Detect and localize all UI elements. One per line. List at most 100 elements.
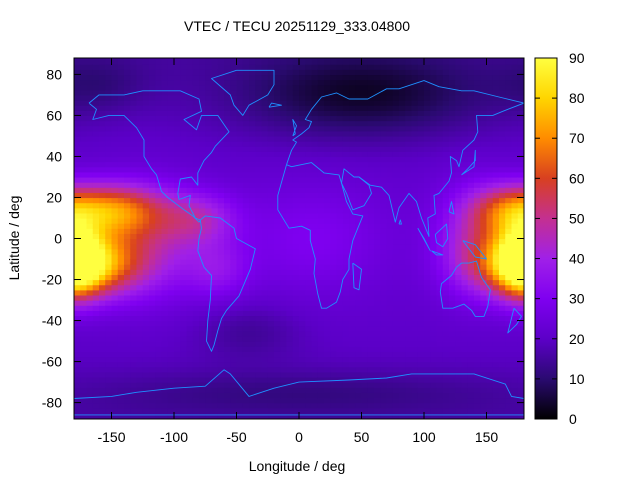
- heatmap-cell: [286, 259, 294, 265]
- heatmap-cell: [255, 243, 263, 250]
- heatmap-cell: [342, 156, 350, 163]
- heatmap-cell: [92, 141, 100, 147]
- heatmap-cell: [142, 407, 150, 414]
- heatmap-cell: [424, 407, 431, 414]
- heatmap-cell: [86, 151, 94, 158]
- heatmap-cell: [411, 382, 419, 388]
- heatmap-cell: [149, 335, 156, 342]
- heatmap-cell: [330, 69, 338, 76]
- heatmap-cell: [261, 89, 269, 96]
- heatmap-cell: [286, 289, 294, 296]
- heatmap-cell: [180, 115, 188, 122]
- heatmap-cell: [92, 228, 100, 234]
- heatmap-cell: [274, 233, 281, 240]
- heatmap-cell: [424, 135, 431, 142]
- heatmap-cell: [442, 223, 450, 229]
- heatmap-cell: [155, 192, 163, 199]
- heatmap-cell: [192, 110, 200, 117]
- heatmap-cell: [430, 376, 438, 383]
- heatmap-cell: [124, 264, 131, 270]
- heatmap-cell: [411, 182, 419, 188]
- heatmap-cell: [430, 371, 438, 378]
- heatmap-cell: [211, 407, 219, 414]
- heatmap-cell: [74, 207, 81, 214]
- heatmap-cell: [174, 366, 181, 373]
- heatmap-cell: [486, 100, 494, 106]
- heatmap-cell: [92, 243, 100, 250]
- heatmap-cell: [392, 264, 400, 270]
- heatmap-cell: [449, 171, 456, 178]
- heatmap-cell: [261, 407, 269, 414]
- heatmap-cell: [111, 197, 119, 204]
- heatmap-cell: [80, 64, 88, 70]
- heatmap-cell: [80, 243, 88, 250]
- heatmap-cell: [436, 110, 444, 117]
- heatmap-cell: [124, 74, 131, 81]
- heatmap-cell: [299, 382, 306, 388]
- heatmap-cell: [124, 325, 131, 332]
- heatmap-cell: [99, 392, 106, 399]
- heatmap-cell: [474, 305, 481, 311]
- heatmap-cell: [299, 217, 306, 224]
- heatmap-cell: [480, 59, 488, 65]
- heatmap-cell: [355, 100, 363, 106]
- heatmap-cell: [436, 397, 444, 404]
- heatmap-cell: [255, 146, 263, 152]
- heatmap-cell: [474, 387, 481, 393]
- heatmap-cell: [174, 284, 181, 291]
- heatmap-cell: [217, 325, 225, 332]
- heatmap-cell: [86, 325, 94, 332]
- heatmap-cell: [86, 284, 94, 291]
- heatmap-cell: [161, 269, 169, 275]
- heatmap-cell: [105, 151, 113, 158]
- heatmap-cell: [186, 156, 194, 163]
- heatmap-cell: [499, 325, 506, 332]
- heatmap-cell: [417, 382, 425, 388]
- heatmap-cell: [480, 289, 488, 296]
- heatmap-cell: [292, 212, 300, 219]
- heatmap-cell: [180, 135, 188, 142]
- heatmap-cell: [399, 341, 406, 347]
- heatmap-cell: [261, 305, 269, 311]
- heatmap-cell: [192, 356, 200, 363]
- heatmap-cell: [474, 105, 481, 111]
- heatmap-cell: [317, 289, 325, 296]
- heatmap-cell: [217, 330, 225, 337]
- heatmap-cell: [236, 376, 244, 383]
- heatmap-cell: [130, 228, 138, 234]
- heatmap-cell: [480, 325, 488, 332]
- heatmap-cell: [186, 305, 194, 311]
- heatmap-cell: [442, 407, 450, 414]
- heatmap-cell: [211, 289, 219, 296]
- heatmap-cell: [417, 94, 425, 101]
- heatmap-cell: [411, 89, 419, 96]
- heatmap-cell: [430, 412, 438, 419]
- heatmap-cell: [211, 223, 219, 229]
- heatmap-cell: [399, 376, 406, 383]
- heatmap-cell: [155, 79, 163, 86]
- heatmap-cell: [474, 248, 481, 255]
- heatmap-cell: [399, 335, 406, 342]
- heatmap-cell: [161, 325, 169, 332]
- heatmap-cell: [461, 64, 469, 70]
- heatmap-cell: [180, 361, 188, 368]
- heatmap-cell: [242, 294, 250, 301]
- heatmap-cell: [430, 392, 438, 399]
- heatmap-cell: [480, 259, 488, 265]
- heatmap-cell: [330, 325, 338, 332]
- heatmap-cell: [74, 202, 81, 209]
- heatmap-cell: [124, 69, 131, 76]
- heatmap-cell: [324, 387, 331, 393]
- heatmap-cell: [86, 366, 94, 373]
- heatmap-cell: [124, 151, 131, 158]
- heatmap-cell: [205, 100, 213, 106]
- heatmap-cell: [380, 202, 388, 209]
- heatmap-cell: [467, 151, 475, 158]
- heatmap-cell: [142, 115, 150, 122]
- heatmap-cell: [380, 125, 388, 132]
- heatmap-cell: [405, 171, 413, 178]
- heatmap-cell: [342, 58, 350, 60]
- heatmap-cell: [336, 238, 344, 245]
- heatmap-cell: [249, 274, 256, 281]
- heatmap-cell: [299, 259, 306, 265]
